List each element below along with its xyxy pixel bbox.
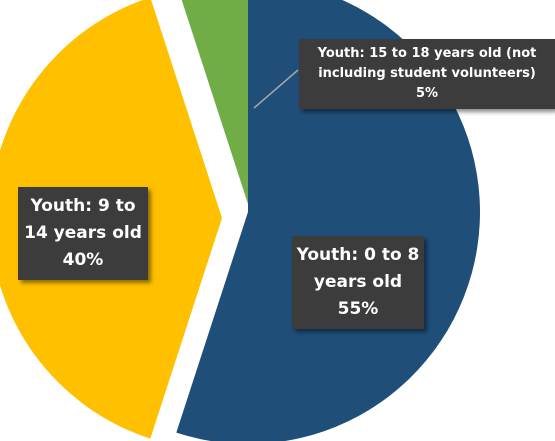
- data-label-youth-15-18: Youth: 15 to 18 years old (not including…: [299, 39, 555, 109]
- data-label-line: Youth: 9 to: [30, 196, 136, 216]
- leader-line: [253, 69, 299, 109]
- data-label-percent: 5%: [415, 86, 439, 101]
- data-label-youth-9-14: Youth: 9 to 14 years old 40%: [18, 187, 148, 280]
- data-label-line: 14 years old: [24, 223, 142, 243]
- data-label-percent: 40%: [62, 250, 104, 270]
- data-label-youth-0-8: Youth: 0 to 8 years old 55%: [292, 236, 424, 329]
- slice-youth-15-18: [181, 0, 248, 204]
- data-label-line: including student volunteers): [318, 66, 536, 81]
- data-label-line: Youth: 0 to 8: [296, 245, 420, 265]
- slice-youth-0-8: [176, 0, 480, 441]
- data-label-line: years old: [313, 272, 403, 292]
- data-label-percent: 55%: [337, 299, 379, 319]
- data-label-line: Youth: 15 to 18 years old (not: [317, 46, 537, 61]
